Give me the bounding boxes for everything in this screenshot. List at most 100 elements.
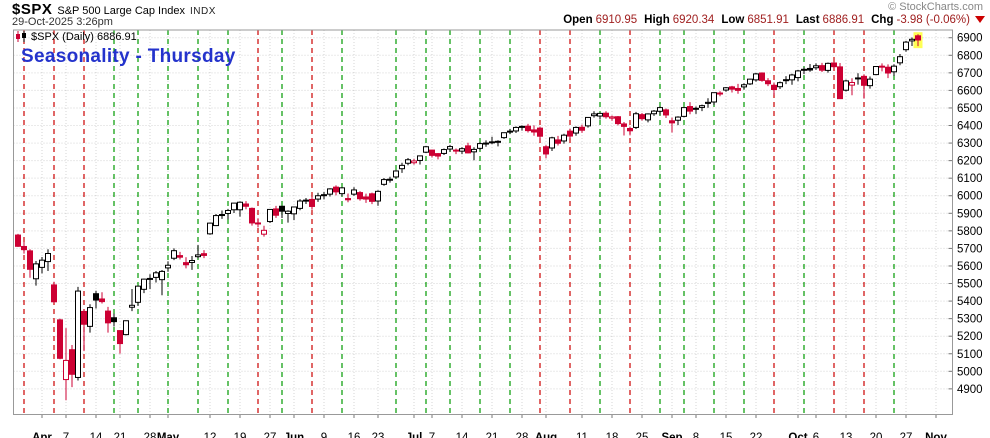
candle-body — [627, 127, 633, 132]
candle-body — [123, 320, 129, 336]
candlestick-chart-icon — [16, 31, 26, 42]
series-label-text: $SPX (Daily) 6886.91 — [31, 31, 137, 43]
y-axis-label: 5000 — [957, 366, 983, 378]
exchange-label: INDX — [189, 6, 216, 17]
candle-body — [567, 130, 573, 137]
candle-body — [75, 290, 81, 378]
low-label: Low — [721, 14, 745, 26]
candle-body — [777, 82, 783, 88]
last-value: 6886.91 — [822, 14, 865, 26]
y-axis-label: 5800 — [957, 226, 983, 238]
candle-body — [765, 80, 771, 85]
candle-body — [387, 178, 393, 181]
change-down-arrow-icon — [975, 16, 985, 24]
candle-body — [441, 149, 447, 154]
y-axis-label: 5600 — [957, 261, 983, 273]
chart-series-label: $SPX (Daily) 6886.91 — [15, 31, 137, 44]
candle-body — [903, 41, 909, 51]
y-axis-label: 5700 — [957, 243, 983, 255]
y-axis-label: 5400 — [957, 296, 983, 308]
candle-body — [507, 130, 513, 133]
candle-body — [867, 78, 873, 87]
candle-body — [213, 215, 219, 227]
candle-body — [81, 310, 87, 325]
candle-body — [27, 250, 33, 270]
y-axis-label: 6700 — [957, 68, 983, 80]
x-axis-label: 11 — [576, 432, 588, 438]
copyright: © StockCharts.com — [888, 1, 983, 13]
high-value: 6920.34 — [672, 14, 715, 26]
candle-body — [381, 179, 387, 185]
x-axis-label: 15 — [720, 432, 733, 438]
y-axis-label: 6400 — [957, 121, 983, 133]
candle-body — [693, 107, 699, 110]
x-axis-label: Sep — [661, 432, 682, 438]
candle-body — [801, 68, 807, 71]
y-axis-label: 5500 — [957, 279, 983, 291]
seasonality-annotation: Seasonality - Thursday — [21, 46, 236, 67]
candle-body — [273, 208, 279, 216]
candle-body — [261, 229, 267, 235]
candle-body — [735, 87, 741, 91]
candle-body — [483, 142, 489, 145]
candle-body — [147, 277, 153, 280]
price-chart: 4900 5000 5100 5200 5300 5400 5500 5600 5700 5800… — [13, 29, 983, 438]
candle-body — [237, 201, 243, 211]
candle-body — [429, 149, 435, 156]
candle-body — [315, 195, 321, 200]
candle-body — [699, 105, 705, 108]
x-axis-label: Oct — [788, 432, 807, 438]
candle-body — [183, 262, 189, 266]
candle-body — [495, 140, 501, 143]
candle-body — [417, 155, 423, 161]
x-axis-label: 19 — [234, 432, 247, 438]
candle-body — [603, 112, 609, 118]
candle-body — [783, 79, 789, 82]
candle-body — [915, 35, 921, 41]
candle-body — [21, 245, 27, 251]
x-axis-label: 21 — [114, 432, 127, 438]
candle-body — [243, 203, 249, 207]
x-axis-label: Nov — [925, 432, 947, 438]
candle-body — [819, 65, 825, 71]
x-axis-label: 22 — [750, 432, 763, 438]
candle-body — [579, 126, 585, 131]
x-axis-label: 28 — [144, 432, 157, 438]
x-axis-label: 9 — [321, 432, 327, 438]
x-axis-label: May — [157, 432, 180, 438]
x-axis-label: Jul — [406, 432, 423, 438]
candle-body — [477, 143, 483, 149]
x-axis-label: Apr — [32, 432, 52, 438]
candle-body — [573, 126, 579, 134]
candle-body — [105, 310, 111, 324]
x-axis-label: Jun — [284, 432, 304, 438]
candle-body — [681, 107, 687, 117]
candle-body — [645, 113, 651, 121]
candle-body — [813, 65, 819, 69]
candle-body — [849, 81, 855, 86]
candle-body — [909, 38, 915, 42]
candle-body — [15, 234, 21, 247]
candle-body — [831, 62, 837, 68]
candle-body — [171, 250, 177, 259]
candle-body — [753, 73, 759, 81]
candle-body — [99, 298, 105, 303]
x-axis-label: 20 — [870, 432, 883, 438]
candle-body — [135, 285, 141, 303]
candle-body — [465, 145, 471, 154]
y-axis-label: 6600 — [957, 85, 983, 97]
chg-label: Chg — [871, 14, 894, 26]
candle-body — [795, 70, 801, 79]
y-axis-label: 6000 — [957, 191, 983, 203]
x-axis-label: 28 — [516, 432, 529, 438]
candle-body — [621, 123, 627, 127]
candle-body — [729, 86, 735, 90]
candle-body — [255, 222, 261, 225]
candle-body — [39, 259, 45, 268]
x-axis-label: 18 — [606, 432, 619, 438]
x-axis-label: 23 — [372, 432, 385, 438]
candle-body — [879, 65, 885, 68]
x-axis-label: 14 — [456, 432, 469, 438]
candle-body — [69, 349, 75, 375]
candle-body — [303, 199, 309, 202]
